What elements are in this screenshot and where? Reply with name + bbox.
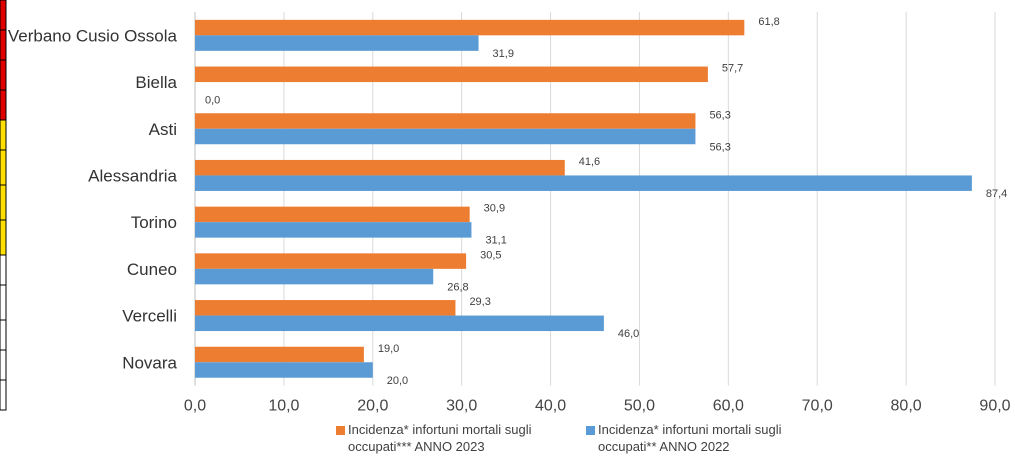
x-tick-label: 0,0 (184, 398, 206, 415)
x-tick-label: 60,0 (713, 398, 744, 415)
legend-swatch-2022 (586, 426, 595, 435)
x-tick-label: 20,0 (357, 398, 388, 415)
category-label: Asti (149, 120, 177, 139)
data-label: 56,3 (709, 141, 730, 153)
legend-label-2022: Incidenza* infortuni mortali sugli occup… (598, 422, 782, 454)
bars (195, 19, 972, 378)
bar-2023 (195, 346, 364, 363)
category-label: Novara (122, 353, 177, 372)
legend-label-2023: Incidenza* infortuni mortali sugli occup… (348, 422, 532, 454)
data-label: 31,1 (485, 235, 506, 247)
data-label: 26,8 (447, 281, 468, 293)
category-labels: Verbano Cusio Ossola Biella Asti Alessandri… (8, 26, 178, 372)
bar-2023 (195, 159, 565, 176)
bar-2023 (195, 66, 708, 83)
data-label: 87,4 (986, 188, 1007, 200)
bar-2022 (195, 222, 472, 238)
legend-item-2022: Incidenza* infortuni mortali sugli occup… (586, 421, 818, 457)
category-label: Alessandria (88, 166, 177, 185)
data-label: 56,3 (709, 109, 730, 121)
legend-swatch-2023 (336, 426, 345, 435)
x-tick-label: 50,0 (624, 398, 655, 415)
left-strip-segment (0, 119, 7, 256)
data-label: 19,0 (378, 343, 399, 355)
data-label: 57,7 (722, 63, 743, 75)
data-label: 41,6 (579, 156, 600, 168)
bar-2022 (195, 175, 972, 191)
category-label: Vercelli (122, 307, 177, 326)
bar-2023 (195, 206, 470, 223)
x-tick-label: 90,0 (979, 398, 1010, 415)
bar-2023 (195, 113, 696, 129)
legend-item-2023: Incidenza* infortuni mortali sugli occup… (336, 421, 568, 457)
bar-2023 (195, 300, 456, 316)
bar-2022 (195, 362, 373, 378)
x-tick-label: 30,0 (446, 398, 477, 415)
category-label: Cuneo (127, 260, 177, 279)
data-label: 20,0 (387, 375, 408, 387)
x-tick-label: 80,0 (891, 398, 922, 415)
x-tick-label: 10,0 (268, 398, 299, 415)
data-label: 0,0 (205, 95, 220, 107)
left-color-strip (0, 0, 7, 411)
x-tick-label: 40,0 (535, 398, 566, 415)
bar-2022 (195, 268, 434, 285)
data-label: 29,3 (469, 296, 490, 308)
left-strip-segment (0, 254, 7, 411)
data-labels: 61,8 31,9 57,7 0,0 56,3 56,3 41,6 87,4 30,9 31,1 3… (205, 16, 1007, 387)
data-label: 31,9 (493, 48, 514, 60)
bar-2023 (195, 19, 745, 36)
data-label: 46,0 (618, 328, 639, 340)
category-label: Verbano Cusio Ossola (8, 26, 178, 45)
x-tick-labels: 0,0 10,0 20,0 30,0 40,0 50,0 60,0 70,0 80,0 90,0 (184, 398, 1011, 415)
bar-2023 (195, 253, 467, 269)
bar-2022 (195, 315, 604, 332)
data-label: 30,5 (480, 249, 501, 261)
bar-2022 (195, 128, 696, 145)
data-label: 61,8 (758, 16, 779, 28)
bar-2022 (195, 35, 479, 51)
data-label: 30,9 (484, 203, 505, 215)
category-label: Torino (131, 213, 177, 232)
category-label: Biella (135, 73, 177, 92)
x-tick-label: 70,0 (802, 398, 833, 415)
